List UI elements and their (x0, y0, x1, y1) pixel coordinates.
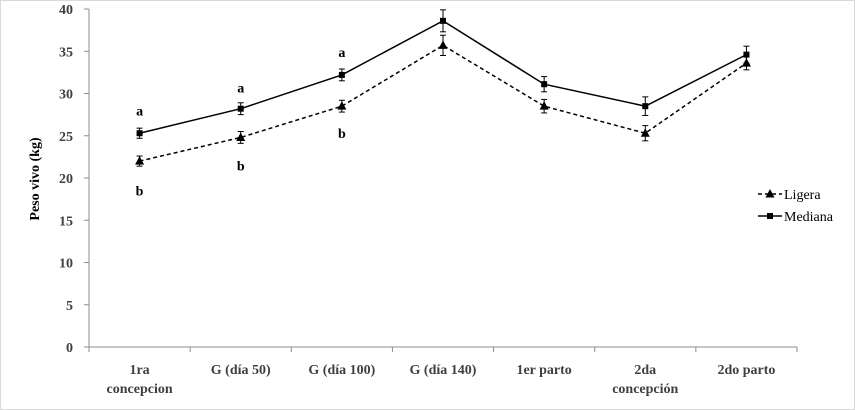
x-tick-label: 2do parto (717, 363, 775, 378)
y-axis-label: Peso vivo (kg) (28, 137, 43, 221)
data-point-mediana (642, 103, 649, 110)
data-point-ligera (640, 128, 650, 137)
x-tick-label: 1er parto (516, 363, 571, 378)
data-point-ligera (236, 132, 246, 141)
y-tick-label: 25 (59, 130, 73, 145)
series-line-ligera (139, 44, 747, 162)
data-point-ligera (337, 101, 347, 110)
data-point-mediana (338, 71, 345, 78)
significance-letter: a (136, 104, 143, 119)
legend-label-mediana: Mediana (784, 210, 834, 225)
series-layer (135, 9, 751, 167)
significance-letter: b (338, 127, 346, 142)
y-tick-label: 15 (59, 214, 73, 229)
y-tick-label: 35 (59, 45, 73, 60)
y-ticks: 0 5 10 15 20 25 30 35 40 (59, 3, 89, 356)
x-tick-label: 2da concepción (612, 363, 678, 397)
legend: Ligera Mediana (758, 188, 834, 225)
y-tick-label: 30 (59, 88, 73, 103)
data-point-ligera (438, 40, 448, 49)
y-tick-label: 5 (66, 299, 73, 314)
legend-marker-mediana (767, 213, 773, 219)
x-tick-label: G (día 100) (308, 363, 375, 378)
y-tick-label: 20 (59, 172, 73, 187)
axes (88, 9, 797, 348)
data-point-ligera (135, 156, 145, 165)
data-point-mediana (237, 105, 244, 112)
significance-letter: b (237, 159, 245, 174)
y-tick-label: 0 (66, 341, 73, 356)
legend-item-ligera: Ligera (758, 188, 821, 203)
data-point-mediana (136, 130, 143, 137)
data-point-ligera (539, 101, 549, 110)
legend-item-mediana: Mediana (758, 210, 834, 225)
x-tick-label: G (día 50) (211, 363, 271, 378)
data-point-mediana (440, 17, 446, 24)
data-point-mediana (743, 51, 750, 58)
y-tick-label: 10 (59, 257, 73, 272)
significance-letter: a (338, 46, 345, 61)
x-ticks: 1ra concepcion G (día 50) G (día 100) G (día… (88, 347, 798, 397)
significance-letter: a (237, 82, 244, 97)
series-ligera (135, 34, 751, 167)
x-tick-label: G (día 140) (410, 363, 477, 378)
data-point-mediana (541, 81, 548, 88)
legend-marker-ligera (765, 189, 775, 198)
y-tick-label: 40 (59, 3, 73, 18)
significance-letter: b (136, 185, 144, 200)
series-mediana (136, 9, 750, 139)
legend-label-ligera: Ligera (784, 188, 821, 203)
x-tick-label: 1ra concepcion (107, 363, 173, 397)
annotation-layer: a b a b a b (136, 46, 346, 200)
